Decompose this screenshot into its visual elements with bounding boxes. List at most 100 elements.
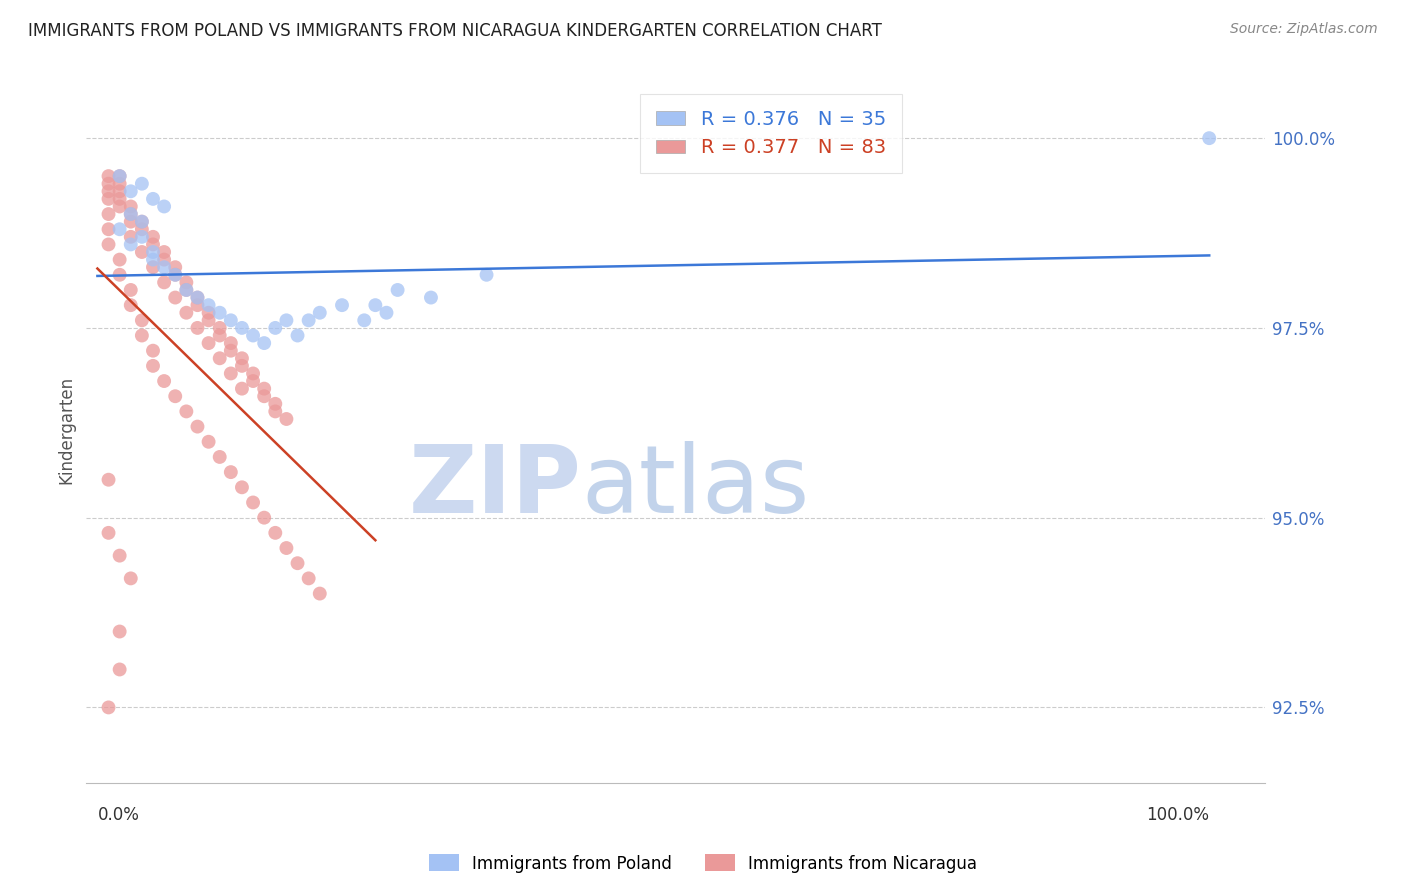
Point — [142, 230, 165, 244]
Point — [108, 663, 131, 677]
Point — [176, 276, 198, 290]
Point — [120, 571, 142, 585]
Point — [197, 306, 219, 320]
Point — [264, 397, 287, 411]
Point — [108, 252, 131, 267]
Point — [97, 177, 120, 191]
Point — [120, 184, 142, 198]
Point — [131, 222, 153, 236]
Point — [153, 245, 176, 260]
Point — [108, 192, 131, 206]
Point — [287, 328, 309, 343]
Point — [176, 283, 198, 297]
Point — [197, 313, 219, 327]
Point — [165, 260, 187, 275]
Point — [97, 525, 120, 540]
Point — [219, 336, 242, 351]
Point — [197, 434, 219, 449]
Text: IMMIGRANTS FROM POLAND VS IMMIGRANTS FROM NICARAGUA KINDERGARTEN CORRELATION CHA: IMMIGRANTS FROM POLAND VS IMMIGRANTS FRO… — [28, 22, 882, 40]
Point — [142, 237, 165, 252]
Point — [197, 298, 219, 312]
Point — [97, 184, 120, 198]
Point — [308, 306, 330, 320]
Point — [176, 283, 198, 297]
Point — [120, 199, 142, 213]
Point — [97, 700, 120, 714]
Point — [231, 359, 253, 373]
Text: 100.0%: 100.0% — [1146, 806, 1209, 824]
Point — [387, 283, 409, 297]
Point — [97, 222, 120, 236]
Point — [253, 382, 276, 396]
Point — [153, 374, 176, 388]
Point — [276, 313, 298, 327]
Point — [1198, 131, 1220, 145]
Point — [253, 336, 276, 351]
Point — [131, 214, 153, 228]
Point — [253, 510, 276, 524]
Point — [242, 374, 264, 388]
Point — [298, 313, 321, 327]
Point — [298, 571, 321, 585]
Point — [97, 473, 120, 487]
Point — [197, 336, 219, 351]
Point — [131, 230, 153, 244]
Point — [153, 252, 176, 267]
Point — [242, 495, 264, 509]
Text: 0.0%: 0.0% — [97, 806, 139, 824]
Point — [108, 177, 131, 191]
Point — [186, 291, 208, 305]
Point — [475, 268, 498, 282]
Point — [208, 306, 231, 320]
Point — [208, 321, 231, 335]
Point — [287, 556, 309, 570]
Point — [142, 245, 165, 260]
Point — [276, 541, 298, 555]
Point — [165, 389, 187, 403]
Point — [231, 321, 253, 335]
Point — [219, 465, 242, 479]
Point — [120, 230, 142, 244]
Point — [219, 343, 242, 358]
Legend: Immigrants from Poland, Immigrants from Nicaragua: Immigrants from Poland, Immigrants from … — [422, 847, 984, 880]
Point — [242, 367, 264, 381]
Point — [264, 404, 287, 418]
Point — [208, 328, 231, 343]
Point — [186, 298, 208, 312]
Point — [142, 359, 165, 373]
Point — [364, 298, 387, 312]
Text: ZIP: ZIP — [408, 441, 581, 533]
Point — [131, 214, 153, 228]
Point — [131, 313, 153, 327]
Point — [420, 291, 443, 305]
Text: atlas: atlas — [581, 441, 810, 533]
Point — [308, 586, 330, 600]
Y-axis label: Kindergarten: Kindergarten — [58, 376, 75, 484]
Point — [108, 184, 131, 198]
Point — [153, 260, 176, 275]
Point — [264, 321, 287, 335]
Point — [108, 268, 131, 282]
Point — [219, 367, 242, 381]
Point — [120, 237, 142, 252]
Point — [97, 192, 120, 206]
Point — [142, 192, 165, 206]
Point — [120, 207, 142, 221]
Legend: R = 0.376   N = 35, R = 0.377   N = 83: R = 0.376 N = 35, R = 0.377 N = 83 — [641, 95, 901, 173]
Point — [208, 450, 231, 464]
Point — [165, 268, 187, 282]
Point — [108, 169, 131, 183]
Point — [120, 214, 142, 228]
Point — [108, 199, 131, 213]
Point — [120, 298, 142, 312]
Point — [231, 382, 253, 396]
Point — [186, 291, 208, 305]
Point — [108, 222, 131, 236]
Point — [165, 268, 187, 282]
Point — [142, 252, 165, 267]
Point — [108, 169, 131, 183]
Point — [186, 321, 208, 335]
Point — [131, 177, 153, 191]
Point — [153, 276, 176, 290]
Point — [253, 389, 276, 403]
